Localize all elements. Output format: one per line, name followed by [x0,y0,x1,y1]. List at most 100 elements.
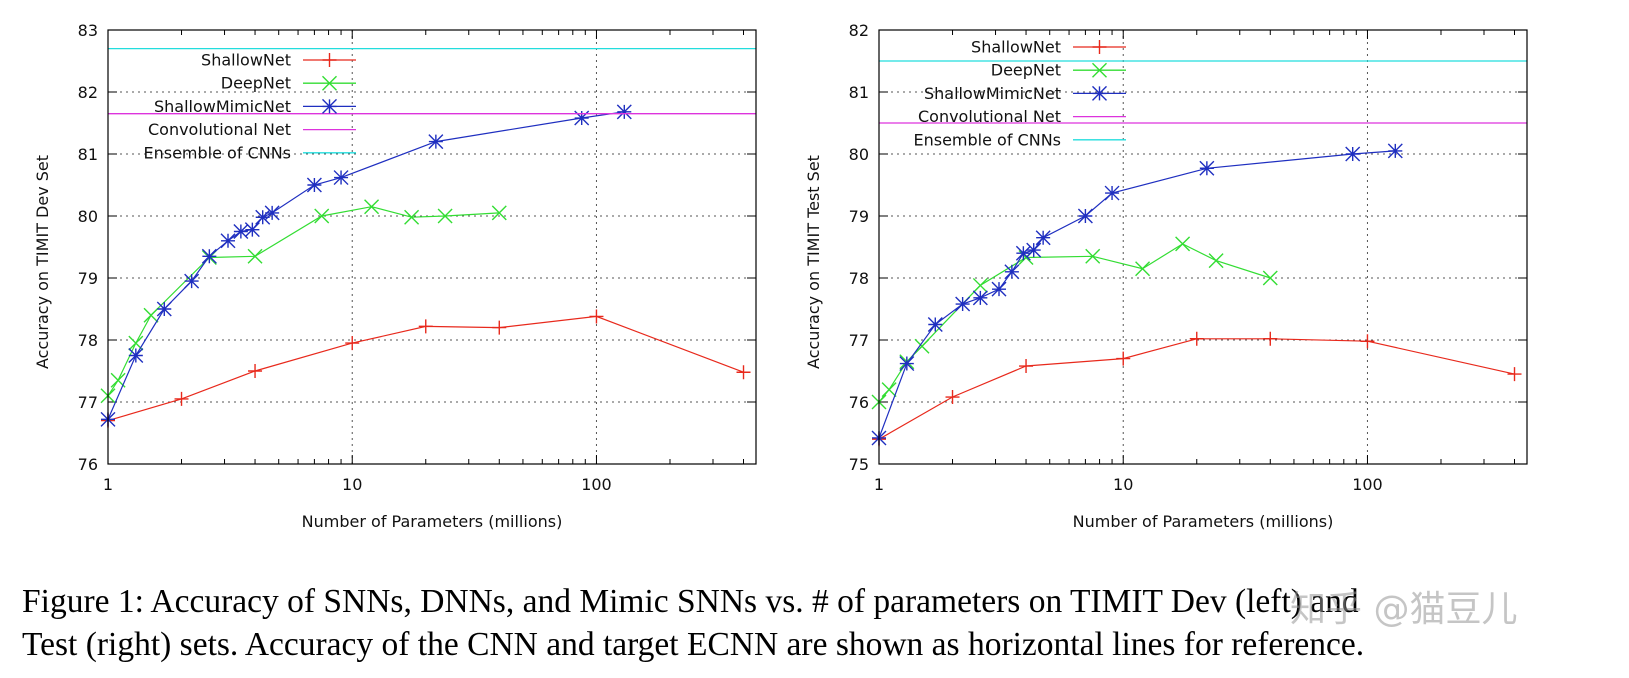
data-point [616,104,632,120]
y-axis-label: Accuracy on TIMIT Test Set [804,155,823,369]
legend-label: Ensemble of CNNs [144,143,292,162]
series-deepnet [100,199,507,404]
series-shallowmimicnet [871,143,1403,446]
data-point [174,391,189,406]
y-tick-label: 83 [78,21,98,40]
data-point [418,319,433,334]
data-point [1387,143,1403,159]
legend: ShallowNet DeepNet ShallowMimicNet Convolut… [914,38,1126,149]
legend-label: Convolutional Net [148,120,291,139]
legend-marker [1092,85,1107,101]
data-point [491,205,507,221]
data-point [143,307,159,323]
series-shallownet [872,331,1522,447]
chart-panel-right: 1 10 1007576777879808182ShallowNetDeepNetS… [804,21,1528,531]
series-shallowmimicnet [100,104,632,427]
data-point [1019,359,1034,374]
data-point [220,233,236,249]
y-tick-label: 78 [849,269,869,288]
data-point [201,248,217,264]
x-tick-label: 1 [103,475,113,494]
y-tick-label: 78 [78,331,98,350]
data-point [255,209,271,225]
data-point [881,382,897,398]
data-point [1189,331,1204,346]
data-point [1507,367,1522,382]
data-point [1263,331,1278,346]
y-tick-label: 76 [849,393,869,412]
x-axis-label: Number of Parameters (millions) [1073,512,1334,531]
legend-label: DeepNet [991,61,1061,80]
legend-label: ShallowNet [201,51,291,70]
data-point [1077,208,1093,224]
legend-label: Ensemble of CNNs [914,130,1062,149]
data-point [1035,230,1051,246]
data-point [128,348,144,363]
y-tick-label: 82 [78,83,98,102]
data-point [1199,160,1215,176]
x-tick-label: 10 [1113,475,1133,494]
plot-frame [878,29,1528,465]
caption-line-1: Figure 1: Accuracy of SNNs, DNNs, and Mi… [22,583,1359,620]
legend-label: ShallowMimicNet [154,97,291,116]
legend-label: Convolutional Net [918,107,1061,126]
data-point [1026,242,1042,258]
data-point [492,320,507,335]
legend-marker [322,75,337,91]
data-point [1085,248,1101,264]
series-shallownet [101,309,751,428]
data-point [1015,245,1031,261]
data-point [364,199,380,215]
y-tick-label: 82 [849,21,869,40]
data-point [899,356,915,372]
legend-label: ShallowNet [971,38,1061,57]
y-axis-label: Accuracy on TIMIT Dev Set [33,155,52,369]
chart-panel-left: 1 10 1007677787980818283ShallowNetDeepNetS… [33,21,757,531]
y-tick-label: 81 [849,83,869,102]
data-point [184,273,200,289]
legend-marker [322,98,337,114]
y-tick-label: 79 [78,269,98,288]
y-tick-label: 76 [78,455,98,474]
x-tick-label: 100 [581,475,612,494]
caption-line-2: Test (right) sets. Accuracy of the CNN a… [22,626,1365,663]
y-tick-label: 77 [78,393,98,412]
data-point [1345,146,1361,162]
data-point [156,301,172,317]
data-point [233,224,249,239]
data-point [927,317,943,332]
data-point [1208,253,1224,269]
figure-canvas: 1 10 1007677787980818283ShallowNetDeepNetS… [33,21,1528,531]
series-line [107,206,500,397]
legend-marker [322,53,337,67]
data-point [589,309,604,324]
y-tick-label: 80 [849,145,869,164]
watermark-text: 知乎 @猫豆儿 [1290,589,1518,630]
data-point [1104,185,1120,201]
plot-frame [107,29,757,465]
x-tick-label: 10 [342,475,362,494]
y-tick-label: 77 [849,331,869,350]
data-point [972,277,988,293]
legend-marker [1092,40,1107,54]
y-tick-label: 79 [849,207,869,226]
legend: ShallowNet DeepNet ShallowMimicNet Convolut… [144,51,356,162]
data-point [345,336,360,351]
y-tick-label: 81 [78,145,98,164]
data-point [1262,270,1278,286]
data-point [264,205,280,221]
figure-caption: Figure 1: Accuracy of SNNs, DNNs, and Mi… [22,580,1612,666]
data-point [333,170,349,186]
y-tick-label: 75 [849,455,869,474]
data-point [428,134,444,150]
data-point [1135,261,1151,277]
x-tick-label: 1 [874,475,884,494]
data-point [574,110,590,126]
legend-label: DeepNet [221,74,291,93]
x-axis-label: Number of Parameters (millions) [302,512,563,531]
data-point [1116,351,1131,366]
x-tick-label: 100 [1352,475,1383,494]
data-point [1175,236,1191,252]
data-point [1360,334,1375,349]
series-line [878,338,1515,440]
